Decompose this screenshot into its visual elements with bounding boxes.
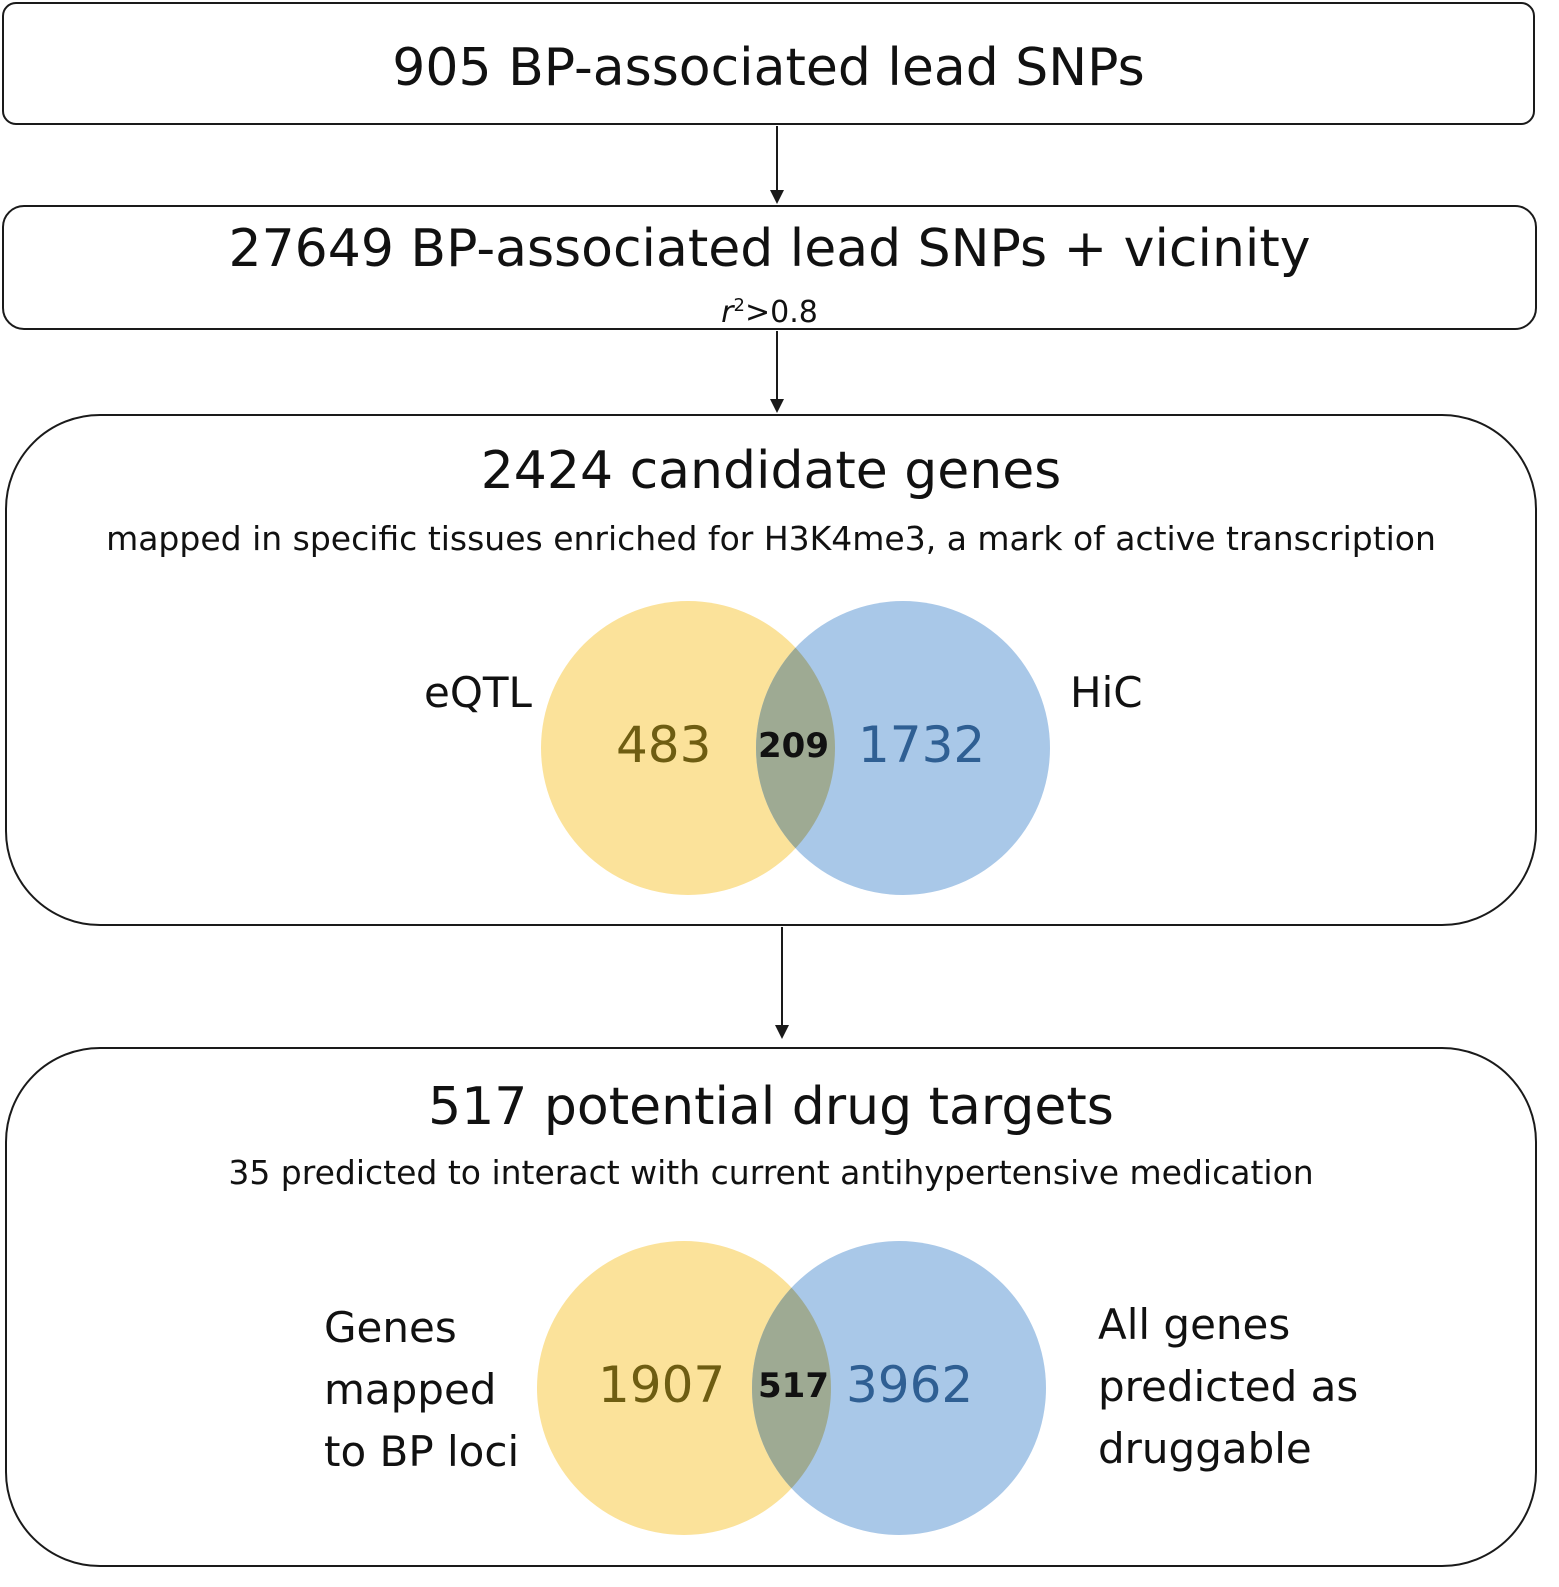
step-drug-targets-box: 517 potential drug targets 35 predicted … [5,1047,1537,1567]
candidate-genes-title: 2424 candidate genes [480,441,1062,501]
arrow-3-line [781,927,783,1027]
venn1-hic-only-count: 1732 [858,716,986,774]
venn1-eqtl-circle [541,601,835,895]
arrow-1-head [770,190,784,204]
step-lead-snps-text: 905 BP-associated lead SNPs [392,38,1145,98]
ld-threshold-label: r2>0.8 [721,295,818,330]
venn1-eqtl-label: eQTL [424,668,532,717]
drug-targets-title: 517 potential drug targets [428,1077,1114,1137]
arrow-2-line [776,331,778,401]
venn1-hic-circle [756,601,1050,895]
drug-targets-subtitle: 35 predicted to interact with current an… [228,1153,1314,1192]
venn1-hic-label: HiC [1070,668,1143,717]
venn2-druggable-only-count: 3962 [846,1356,974,1414]
arrow-3-head [775,1025,789,1039]
venn2-druggable-label: All genes predicted as druggable [1098,1300,1359,1473]
step-vicinity-text: 27649 BP-associated lead SNPs + vicinity [228,219,1311,279]
candidate-genes-subtitle: mapped in specific tissues enriched for … [106,519,1436,558]
step-vicinity-box: 27649 BP-associated lead SNPs + vicinity… [2,205,1537,330]
venn1-eqtl-only-count: 483 [616,716,712,774]
venn2-bp-loci-label: Genes mapped to BP loci [324,1303,520,1476]
venn2-bp-loci-only-count: 1907 [598,1356,726,1414]
venn2-bp-loci-circle [537,1241,831,1535]
arrow-2-head [770,399,784,413]
step-lead-snps-box: 905 BP-associated lead SNPs [2,2,1535,125]
arrow-1-line [776,126,778,192]
venn2-druggable-circle [752,1241,1046,1535]
venn2-overlap-count: 517 [758,1366,829,1406]
venn1-overlap-count: 209 [758,726,829,766]
